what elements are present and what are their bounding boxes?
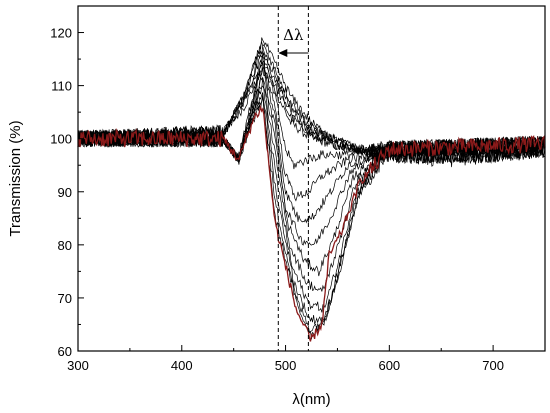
y-tick-label-60: 60: [58, 344, 72, 359]
y-axis-label: Transmission (%): [7, 120, 24, 236]
series-line-17: [77, 104, 546, 342]
x-axis-label: λ(nm): [292, 391, 330, 408]
y-tick-label-100: 100: [50, 132, 72, 147]
x-tick-label-700: 700: [482, 358, 504, 373]
series-line-11: [77, 76, 546, 277]
series-line-16: [77, 97, 546, 340]
annotation-layer: [277, 6, 309, 351]
x-tick-label-500: 500: [275, 358, 297, 373]
x-tick-label-300: 300: [67, 358, 89, 373]
delta-lambda-label: Δλ: [283, 26, 304, 44]
curves-layer: [77, 37, 546, 342]
y-tick-label-80: 80: [58, 238, 72, 253]
x-tick-label-600: 600: [378, 358, 400, 373]
y-tick-label-120: 120: [50, 26, 72, 41]
series-line-12: [77, 77, 546, 292]
y-tick-label-70: 70: [58, 291, 72, 306]
y-tick-label-110: 110: [51, 79, 72, 94]
plot-frame: [77, 5, 546, 352]
ticks-layer: 300 400 500 600 700 60 70 80 90 100 110 120: [50, 26, 504, 373]
arrow-head-icon: [278, 49, 288, 57]
y-tick-label-90: 90: [58, 185, 72, 200]
series-line-13: [77, 85, 546, 313]
x-tick-label-400: 400: [171, 358, 193, 373]
series-line-14: [77, 92, 546, 326]
